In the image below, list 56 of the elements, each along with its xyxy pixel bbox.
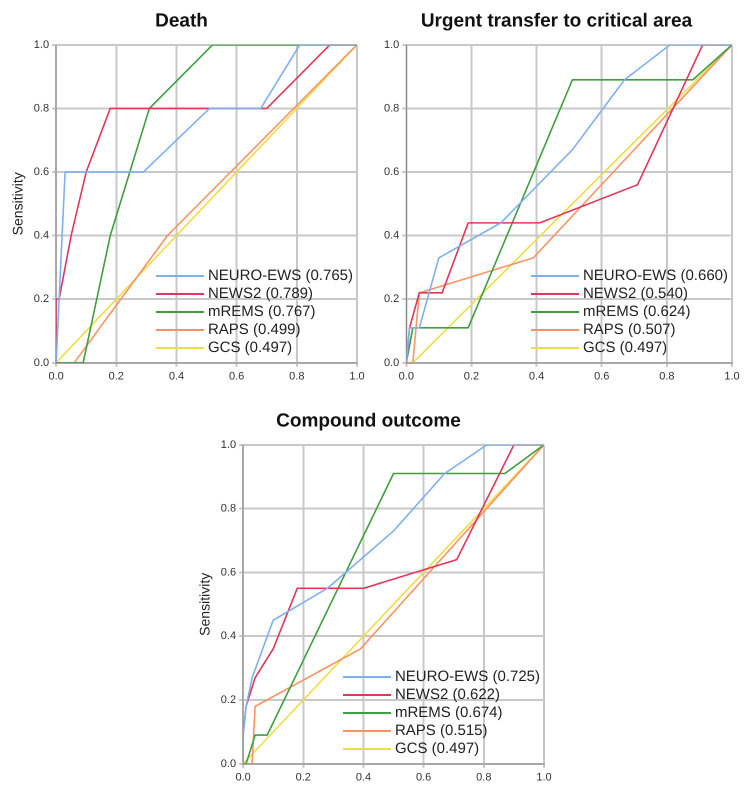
y-tick-label: 0.4: [384, 230, 400, 242]
x-tick-label: 0.6: [594, 370, 610, 382]
chart-title: Death: [155, 10, 208, 32]
y-tick-label: 0.0: [384, 356, 400, 369]
y-tick-label: 0.0: [34, 356, 50, 369]
chart-title: Compound outcome: [276, 410, 461, 432]
x-tick-label: 0.6: [416, 771, 432, 784]
x-tick-label: 0.0: [235, 771, 251, 784]
x-tick-label: 0.6: [228, 370, 244, 382]
x-tick-label: 0.0: [48, 370, 64, 382]
legend-label: GCS (0.497): [582, 338, 668, 357]
legend-label: RAPS (0.515): [394, 722, 488, 740]
legend-label: NEURO-EWS (0.660): [582, 266, 728, 285]
legend-label: mREMS (0.624): [582, 302, 690, 321]
x-tick-label: 1.0: [536, 771, 552, 784]
x-tick-label: 0.4: [168, 370, 184, 382]
x-tick-label: 0.8: [289, 370, 304, 382]
legend-label: RAPS (0.499): [208, 320, 301, 339]
legend-label: NEWS2 (0.622): [394, 686, 500, 704]
y-tick-label: 1.0: [34, 38, 50, 51]
x-tick-label: 0.2: [108, 370, 124, 382]
legend-label: RAPS (0.507): [582, 320, 676, 339]
x-tick-label: 0.2: [296, 771, 311, 784]
y-tick-label: 0.4: [220, 630, 236, 642]
x-tick-label: 0.8: [659, 370, 675, 382]
y-axis-title: Sensitivity: [196, 572, 212, 636]
legend-label: GCS (0.497): [208, 338, 292, 357]
legend-label: NEURO-EWS (0.725): [394, 668, 540, 686]
y-tick-label: 1.0: [384, 38, 400, 51]
y-tick-label: 0.8: [34, 102, 50, 114]
y-tick-label: 0.2: [34, 293, 50, 306]
y-tick-label: 0.8: [220, 502, 236, 515]
chart-title: Urgent transfer to critical area: [420, 10, 693, 32]
y-tick-label: 0.8: [384, 102, 400, 114]
x-tick-label: 0.0: [398, 370, 414, 382]
legend-label: mREMS (0.767): [208, 302, 316, 321]
y-tick-label: 0.0: [220, 758, 236, 770]
y-tick-label: 0.4: [34, 230, 50, 242]
x-tick-label: 1.0: [349, 370, 365, 382]
legend-label: NEWS2 (0.789): [208, 284, 314, 303]
x-tick-label: 1.0: [724, 370, 740, 382]
y-tick-label: 0.6: [384, 166, 400, 178]
x-tick-label: 0.8: [476, 771, 492, 784]
x-tick-label: 0.2: [464, 370, 480, 382]
x-tick-label: 0.4: [356, 771, 372, 784]
x-tick-label: 0.4: [528, 370, 544, 382]
y-tick-label: 1.0: [220, 438, 236, 451]
legend-label: NEURO-EWS (0.765): [208, 266, 353, 285]
y-tick-label: 0.6: [34, 166, 50, 178]
legend-label: GCS (0.497): [394, 740, 480, 758]
legend-label: NEWS2 (0.540): [582, 284, 688, 303]
y-tick-label: 0.2: [384, 293, 400, 306]
y-tick-label: 0.6: [220, 566, 236, 578]
legend-label: mREMS (0.674): [394, 704, 502, 722]
y-axis-title: Sensitivity: [9, 172, 26, 236]
y-tick-label: 0.2: [220, 694, 236, 706]
